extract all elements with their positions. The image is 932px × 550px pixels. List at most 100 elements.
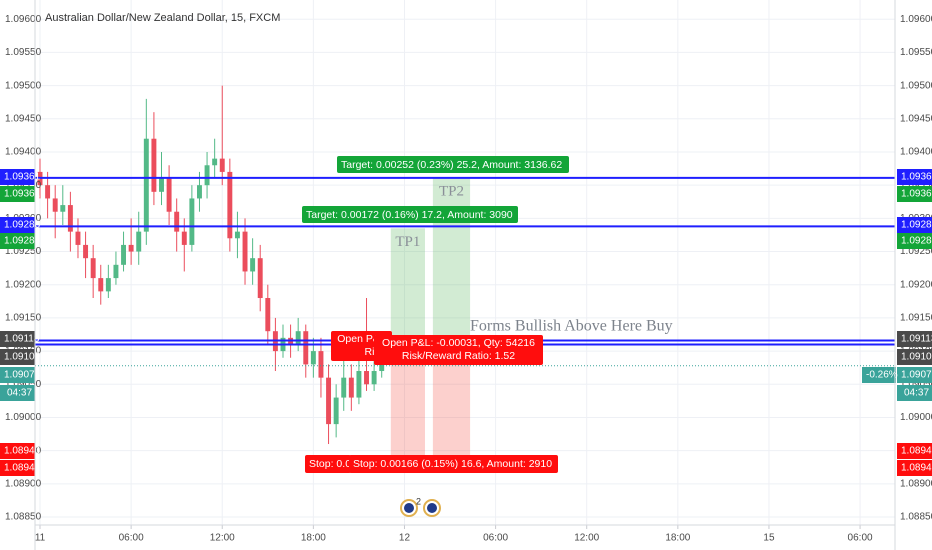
- stop-label: Stop: 0.0: [309, 458, 351, 470]
- y-tick-label: 1.08900: [900, 478, 932, 489]
- candle-body: [310, 351, 316, 365]
- price-label-box: [0, 443, 35, 459]
- overlay: 1.09600 1.09600 1.09550 1.09550 1.09500 1.095…: [0, 14, 932, 544]
- candle-body: [333, 397, 339, 425]
- event-count: 2: [416, 496, 421, 506]
- y-tick-label: 1.09600: [5, 14, 42, 25]
- event-flag: [404, 503, 414, 513]
- event-flag: [427, 503, 437, 513]
- price-label: 1.09113: [901, 334, 932, 345]
- y-tick-label: 1.08850: [900, 512, 932, 523]
- candle-body: [67, 205, 73, 232]
- candle-body: [159, 178, 164, 192]
- y-tick-label: 1.09500: [5, 80, 42, 91]
- stop-label-box: [349, 455, 558, 473]
- candle-body: [143, 138, 149, 232]
- x-tick-label: 06:00: [848, 533, 873, 544]
- candle-body: [303, 331, 309, 365]
- price-label-box: [897, 233, 932, 249]
- y-tick-label: 1.09150: [5, 313, 42, 324]
- candle-body: [189, 198, 195, 245]
- x-tick-label: 18:00: [665, 533, 690, 544]
- x-tick-label: 06:00: [119, 533, 144, 544]
- price-label: 1.09078: [4, 370, 41, 381]
- price-label: 1.09288: [901, 220, 932, 231]
- candle-body: [75, 231, 81, 245]
- position-name: TP1: [395, 234, 420, 250]
- price-label-box: [897, 349, 932, 365]
- y-tick-label: 1.09400: [5, 147, 42, 158]
- ratio-label: Risk/Reward Ratio: 1.52: [402, 350, 515, 362]
- stop-label: Stop: 0.00166 (0.15%) 16.6, Amount: 2910: [353, 458, 552, 470]
- y-tick-label: 1.09050: [900, 379, 932, 390]
- candle-body: [318, 351, 324, 378]
- price-label: 1.09109: [901, 352, 932, 363]
- pl-box: [374, 335, 543, 365]
- price-label-box: [0, 349, 35, 365]
- candle-body: [326, 377, 332, 425]
- price-label-box: [0, 186, 35, 202]
- countdown-box: [897, 385, 932, 401]
- candle-body: [151, 138, 157, 192]
- x-tick-label: 12: [399, 533, 411, 544]
- target-zone: [390, 228, 425, 343]
- y-tick-label: 1.09200: [900, 279, 932, 290]
- stop-label-box: [305, 455, 351, 473]
- price-label: 1.09288: [4, 220, 41, 231]
- candle-body: [295, 331, 301, 345]
- candle-body: [90, 258, 96, 279]
- target-label-box: [302, 206, 518, 223]
- y-tick-label: 1.09400: [900, 147, 932, 158]
- y-tick-label: 1.09000: [900, 412, 932, 423]
- price-label-box: [0, 169, 35, 185]
- price-label: 1.09113: [4, 334, 40, 345]
- y-tick-label: 1.09550: [5, 47, 42, 58]
- price-label-box: [897, 169, 932, 185]
- price-label-box: [0, 233, 35, 249]
- y-tick-label: 1.08850: [5, 512, 42, 523]
- candle-body: [45, 185, 51, 199]
- candle-body: [174, 211, 180, 232]
- y-tick-label: 1.09600: [900, 14, 932, 25]
- candle-body: [242, 231, 248, 272]
- candle-body: [356, 371, 362, 398]
- price-label: 1.08943: [901, 446, 932, 457]
- change-label: -0.26%: [866, 370, 898, 381]
- candle-body: [105, 278, 111, 292]
- price-label-box: [0, 217, 35, 233]
- candle-body: [98, 278, 104, 292]
- candle-body: [234, 231, 240, 239]
- y-tick-label: 1.09200: [5, 279, 42, 290]
- countdown-box: [0, 385, 35, 401]
- price-label-box: [0, 460, 35, 476]
- price-label: 1.09361: [4, 189, 41, 200]
- price-label-box: [897, 217, 932, 233]
- x-tick-label: 11: [35, 533, 46, 544]
- price-label: 1.09109: [4, 352, 41, 363]
- x-tick-label: 06:00: [483, 533, 508, 544]
- candle-body: [265, 298, 271, 332]
- price-label-box: [897, 331, 932, 347]
- y-tick-label: 1.09350: [900, 180, 932, 191]
- candle-body: [212, 158, 218, 166]
- price-label: 1.08941: [901, 463, 932, 474]
- candle-body: [113, 264, 119, 279]
- annotation: Forms Bullish Above Here Buy: [470, 318, 673, 335]
- y-tick-label: 1.09350: [5, 180, 42, 191]
- candle-body: [128, 244, 134, 252]
- y-tick-label: 1.09450: [900, 113, 932, 124]
- y-tick-label: 1.09250: [900, 246, 932, 257]
- y-tick-label: 1.09150: [900, 313, 932, 324]
- countdown: 04:37: [7, 388, 32, 399]
- price-label: 1.09078: [901, 370, 932, 381]
- chart-title: Australian Dollar/New Zealand Dollar, 15…: [45, 12, 280, 24]
- candle-body: [348, 377, 354, 398]
- y-tick-label: 1.09050: [5, 379, 42, 390]
- ratio-label: Ri: [365, 346, 375, 358]
- x-tick-label: 12:00: [574, 533, 599, 544]
- y-tick-label: 1.09250: [5, 246, 42, 257]
- y-tick-label: 1.09450: [5, 113, 42, 124]
- pl-label: Open P&L: [337, 333, 386, 345]
